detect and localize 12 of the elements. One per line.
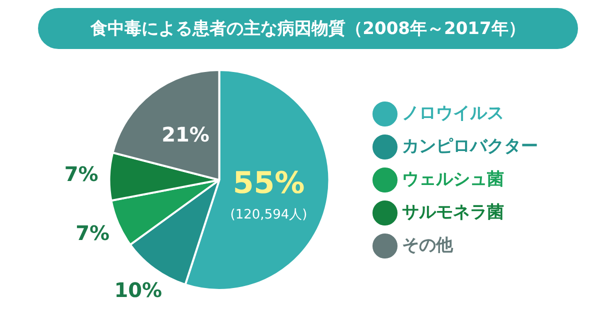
- data-label: 7%: [76, 221, 110, 246]
- legend-label: ノロウイルス: [402, 103, 504, 124]
- legend-label: その他: [402, 235, 454, 256]
- text: (120,594人): [230, 207, 308, 222]
- legend-label: カンピロバクター: [402, 136, 538, 156]
- legend-label: ウェルシュ菌: [402, 169, 504, 190]
- data-label: 21%: [162, 122, 210, 147]
- chart-title: 食中毒による患者の主な病因物質（2008年～2017年）: [38, 8, 578, 49]
- data-label: 55%: [232, 166, 305, 201]
- data-label: 10%: [114, 278, 162, 302]
- legend-label: サルモネラ菌: [402, 202, 504, 222]
- data-label: 7%: [64, 162, 98, 186]
